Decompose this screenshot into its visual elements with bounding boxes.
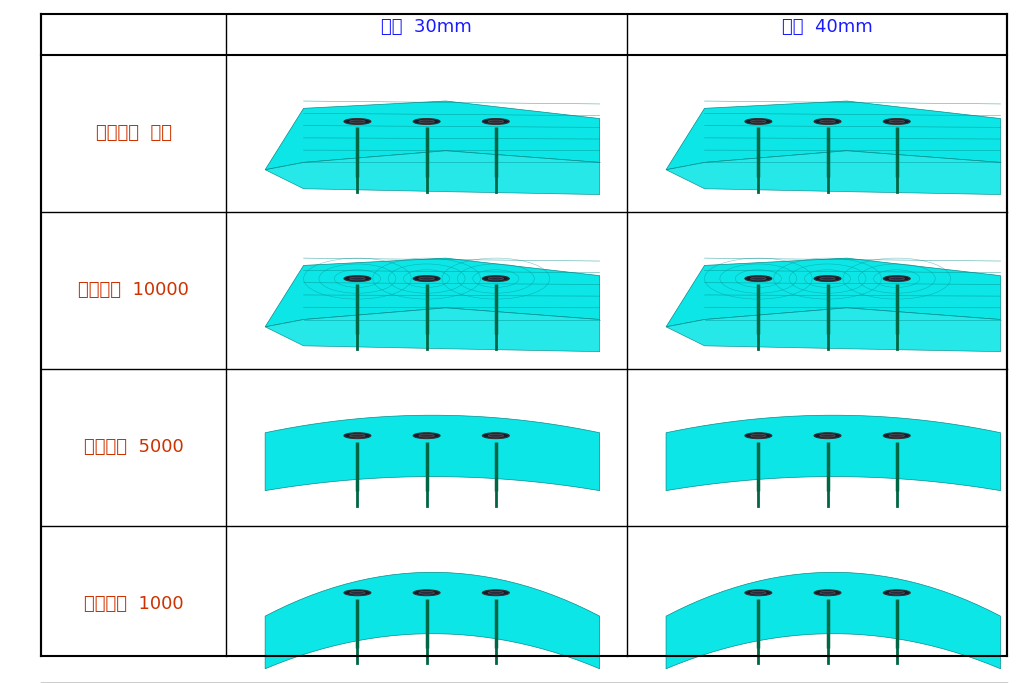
Ellipse shape	[814, 119, 841, 124]
Ellipse shape	[745, 590, 772, 596]
Ellipse shape	[350, 120, 365, 123]
Ellipse shape	[814, 433, 841, 438]
Ellipse shape	[745, 119, 772, 124]
Polygon shape	[265, 101, 599, 169]
Ellipse shape	[419, 277, 434, 280]
Ellipse shape	[413, 276, 440, 281]
Polygon shape	[265, 415, 599, 490]
Ellipse shape	[883, 276, 910, 281]
Ellipse shape	[814, 590, 841, 596]
Ellipse shape	[820, 434, 835, 437]
Ellipse shape	[488, 434, 504, 437]
Ellipse shape	[419, 120, 434, 123]
Ellipse shape	[488, 591, 504, 594]
Ellipse shape	[350, 277, 365, 280]
Text: 두께  40mm: 두께 40mm	[782, 18, 873, 36]
Ellipse shape	[820, 120, 835, 123]
Polygon shape	[265, 151, 599, 195]
Ellipse shape	[889, 591, 905, 594]
Ellipse shape	[413, 590, 440, 596]
Ellipse shape	[889, 120, 905, 123]
Ellipse shape	[883, 590, 910, 596]
Ellipse shape	[750, 277, 766, 280]
Ellipse shape	[745, 276, 772, 281]
Ellipse shape	[750, 434, 766, 437]
Text: 두께  30mm: 두께 30mm	[381, 18, 472, 36]
Polygon shape	[666, 308, 1000, 352]
Ellipse shape	[344, 119, 371, 124]
Ellipse shape	[344, 276, 371, 281]
Ellipse shape	[889, 277, 905, 280]
Ellipse shape	[750, 120, 766, 123]
Polygon shape	[666, 151, 1000, 195]
Ellipse shape	[883, 433, 910, 438]
Text: 곡률반경  5000: 곡률반경 5000	[83, 438, 184, 456]
Ellipse shape	[482, 590, 509, 596]
Ellipse shape	[889, 434, 905, 437]
Ellipse shape	[419, 434, 434, 437]
Ellipse shape	[419, 591, 434, 594]
Polygon shape	[666, 415, 1000, 490]
Ellipse shape	[482, 119, 509, 124]
Polygon shape	[666, 258, 1000, 326]
Polygon shape	[265, 308, 599, 352]
Ellipse shape	[750, 591, 766, 594]
Ellipse shape	[814, 276, 841, 281]
Ellipse shape	[488, 277, 504, 280]
Polygon shape	[265, 258, 599, 326]
Ellipse shape	[413, 119, 440, 124]
Polygon shape	[265, 572, 599, 669]
Ellipse shape	[344, 590, 371, 596]
Polygon shape	[666, 572, 1000, 669]
Ellipse shape	[350, 591, 365, 594]
Ellipse shape	[820, 591, 835, 594]
Ellipse shape	[488, 120, 504, 123]
Ellipse shape	[482, 276, 509, 281]
Ellipse shape	[820, 277, 835, 280]
Polygon shape	[666, 101, 1000, 169]
Ellipse shape	[482, 433, 509, 438]
Ellipse shape	[350, 434, 365, 437]
Ellipse shape	[883, 119, 910, 124]
Ellipse shape	[413, 433, 440, 438]
Ellipse shape	[344, 433, 371, 438]
Ellipse shape	[745, 433, 772, 438]
Text: 곡률반경  무한: 곡률반경 무한	[96, 124, 172, 142]
Text: 곡률반경  1000: 곡률반경 1000	[84, 596, 183, 613]
Text: 곡률반경  10000: 곡률반경 10000	[78, 281, 189, 299]
